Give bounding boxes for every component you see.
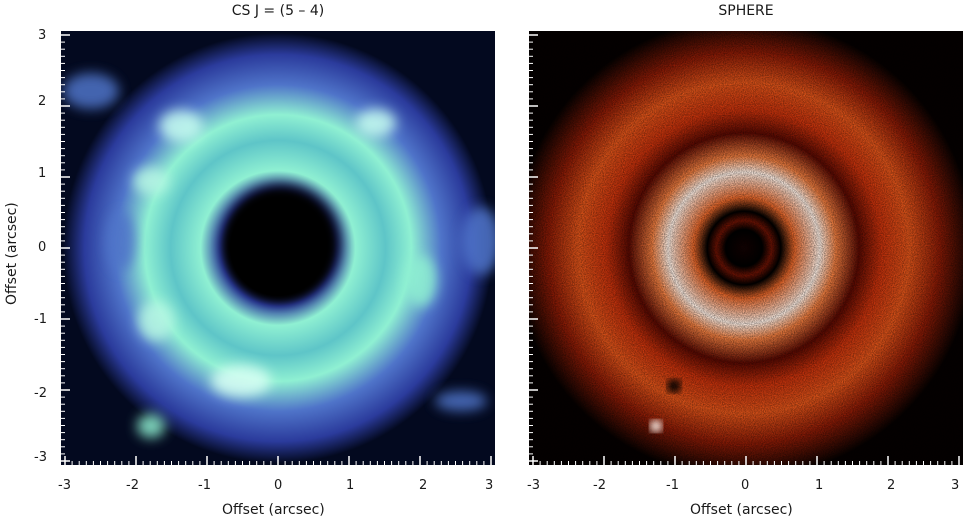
- y-tick-label: 0: [38, 240, 47, 255]
- x-tick-label: 2: [419, 478, 428, 493]
- cs-image: [61, 31, 495, 465]
- x-tick-label: -1: [198, 478, 211, 493]
- x-tick-label: 0: [741, 478, 750, 493]
- sphere-image: [529, 31, 963, 465]
- x-tick-label: 1: [346, 478, 355, 493]
- x-tick-label: 3: [951, 478, 960, 493]
- cs-ylabel: Offset (arcsec): [4, 202, 20, 305]
- x-tick-label: -1: [666, 478, 679, 493]
- y-tick-label: 2: [38, 94, 47, 109]
- panel-title-sphere: SPHERE: [718, 3, 774, 19]
- y-tick-label: -1: [34, 312, 47, 327]
- x-tick-label: -3: [58, 478, 71, 493]
- sphere-xlabel: Offset (arcsec): [690, 502, 793, 518]
- x-tick-label: 1: [815, 478, 824, 493]
- x-tick-label: -2: [593, 478, 606, 493]
- y-tick-label: -3: [34, 450, 47, 465]
- y-tick-label: 1: [38, 166, 47, 181]
- panel-title-cs: CS J = (5 – 4): [231, 3, 325, 19]
- y-tick-label: 3: [38, 28, 47, 43]
- x-tick-label: -2: [126, 478, 139, 493]
- x-tick-label: 2: [887, 478, 896, 493]
- cs-xlabel: Offset (arcsec): [222, 502, 325, 518]
- x-tick-label: 3: [485, 478, 494, 493]
- y-tick-label: -2: [34, 386, 47, 401]
- x-tick-label: -3: [527, 478, 540, 493]
- x-tick-label: 0: [274, 478, 283, 493]
